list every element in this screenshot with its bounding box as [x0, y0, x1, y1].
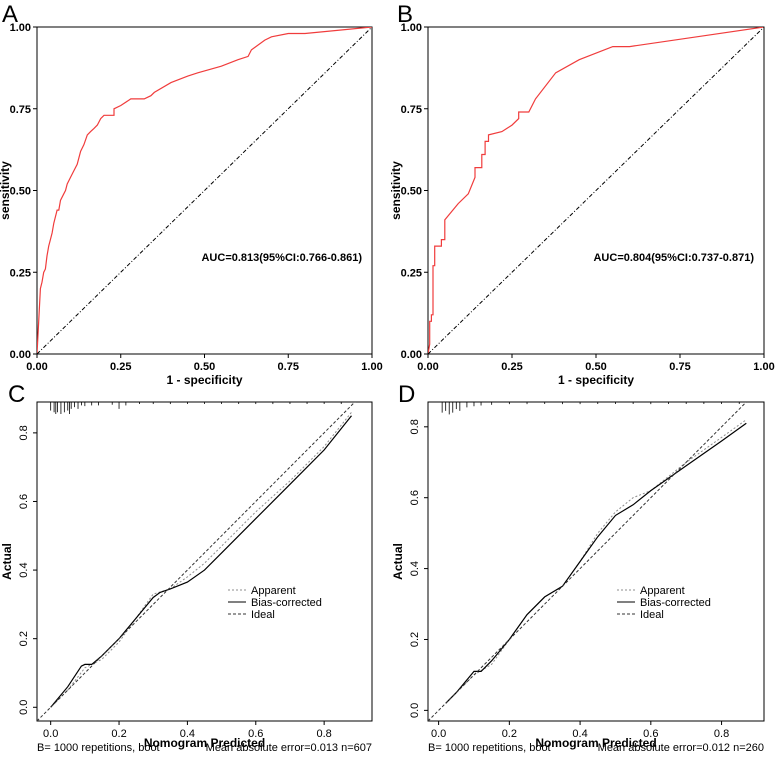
legend-label: Ideal	[640, 609, 664, 621]
footer-right: Mean absolute error=0.012 n=260	[598, 742, 764, 754]
roc-curve	[37, 27, 372, 354]
x-axis-label: 1 - specificity	[558, 373, 634, 387]
auc-annotation: AUC=0.813(95%CI:0.766-0.861)	[201, 252, 362, 264]
y-tick-label: 0.6	[409, 490, 421, 505]
x-tick-label: 0.0	[431, 728, 446, 740]
plot-frame	[427, 401, 765, 722]
legend-label: Apparent	[251, 585, 296, 597]
x-tick-label: 0.00	[417, 361, 438, 373]
x-tick-label: 0.4	[572, 728, 587, 740]
panel-letter: A	[2, 1, 18, 28]
y-tick-label: 0.25	[401, 267, 422, 279]
x-tick-label: 0.8	[714, 728, 729, 740]
y-tick-label: 0.8	[18, 425, 30, 440]
x-tick-label: 0.6	[643, 728, 658, 740]
roc-curve	[428, 27, 764, 354]
y-tick-label: 1.00	[401, 22, 422, 34]
panel-letter: D	[398, 381, 415, 408]
panel-letter: B	[397, 1, 413, 28]
x-tick-label: 0.8	[316, 728, 331, 740]
x-tick-label: 0.0	[43, 728, 58, 740]
x-tick-label: 0.2	[502, 728, 517, 740]
apparent-line	[50, 411, 352, 708]
x-tick-label: 0.50	[194, 361, 215, 373]
legend-label: Bias-corrected	[251, 597, 322, 609]
y-tick-label: 0.50	[10, 186, 31, 198]
panel-letter: C	[8, 381, 25, 408]
x-axis-label: Nomogram Predicted	[535, 736, 656, 750]
bias-corrected-line	[445, 422, 747, 704]
y-axis-label: Actual	[0, 543, 14, 580]
x-tick-label: 0.75	[669, 361, 690, 373]
apparent-line	[445, 419, 747, 704]
y-tick-label: 0.4	[409, 561, 421, 576]
y-tick-label: 0.50	[401, 186, 422, 198]
reference-diagonal	[37, 27, 372, 354]
x-tick-label: 1.00	[753, 361, 774, 373]
ideal-line	[37, 402, 356, 721]
x-tick-label: 0.00	[26, 361, 47, 373]
footer-right: Mean absolute error=0.013 n=607	[206, 742, 372, 754]
y-axis-label: sensitivity	[0, 161, 12, 220]
y-tick-label: 0.2	[409, 632, 421, 647]
y-tick-label: 1.00	[10, 22, 31, 34]
x-tick-label: 0.25	[501, 361, 522, 373]
y-tick-label: 0.2	[18, 631, 30, 646]
legend-label: Apparent	[640, 585, 685, 597]
y-tick-label: 0.75	[10, 104, 31, 116]
y-tick-label: 0.75	[401, 104, 422, 116]
x-tick-label: 0.50	[585, 361, 606, 373]
x-tick-label: 0.4	[180, 728, 195, 740]
ideal-line	[428, 402, 748, 721]
panel-c: C 0.0 0.2 0.4 0.6 0.8 0.0 0.2 0.4 0.6 0.8 Nomogram …	[0, 381, 373, 754]
x-axis-label: 1 - specificity	[166, 373, 242, 387]
footer-left: B= 1000 repetitions, boot	[37, 742, 160, 754]
bias-corrected-line	[50, 415, 352, 708]
y-tick-label: 0.0	[409, 703, 421, 718]
y-tick-label: 0.6	[18, 494, 30, 509]
panel-a: A 0.00 0.25 0.50 0.75 1.00 0.00 0.25 0.50 0.75 1.0…	[0, 1, 383, 387]
x-tick-label: 0.75	[278, 361, 299, 373]
x-tick-label: 1.00	[361, 361, 382, 373]
x-tick-label: 0.6	[248, 728, 263, 740]
y-axis-label: sensitivity	[389, 161, 403, 220]
y-tick-label: 0.0	[18, 700, 30, 715]
x-tick-label: 0.25	[110, 361, 131, 373]
legend-label: Bias-corrected	[640, 597, 711, 609]
y-tick-label: 0.00	[10, 349, 31, 361]
x-axis-label: Nomogram Predicted	[144, 736, 265, 750]
panel-b: B 0.00 0.25 0.50 0.75 1.00 0.00 0.25 0.50 0.75 1.0…	[389, 1, 775, 387]
x-tick-label: 0.2	[111, 728, 126, 740]
y-tick-label: 0.00	[401, 349, 422, 361]
y-tick-label: 0.25	[10, 267, 31, 279]
y-axis-label: Actual	[391, 543, 405, 580]
reference-diagonal	[428, 27, 764, 354]
auc-annotation: AUC=0.804(95%CI:0.737-0.871)	[593, 252, 754, 264]
legend-label: Ideal	[251, 609, 275, 621]
plot-frame	[36, 401, 373, 722]
y-tick-label: 0.4	[18, 562, 30, 577]
y-tick-label: 0.8	[409, 419, 421, 434]
panel-d: D 0.0 0.2 0.4 0.6 0.8 0.0 0.2 0.4 0.6 0.8 Nomogram …	[391, 381, 765, 754]
footer-left: B= 1000 repetitions, boot	[428, 742, 551, 754]
